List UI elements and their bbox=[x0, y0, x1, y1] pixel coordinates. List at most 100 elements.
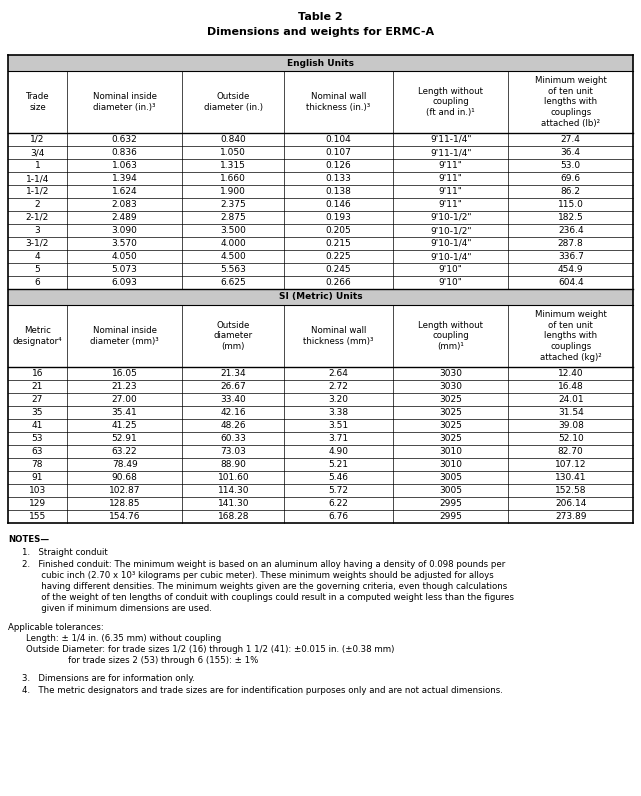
Text: 5.073: 5.073 bbox=[112, 265, 138, 274]
Text: 3.71: 3.71 bbox=[329, 434, 349, 443]
Text: Minimum weight
of ten unit
lengths with
couplings
attached (lb)²: Minimum weight of ten unit lengths with … bbox=[535, 76, 606, 128]
Text: 9'11": 9'11" bbox=[439, 200, 463, 209]
Text: 9'10-1/2": 9'10-1/2" bbox=[430, 213, 472, 222]
Text: 130.41: 130.41 bbox=[555, 473, 587, 482]
Text: 9'10": 9'10" bbox=[439, 278, 463, 287]
Text: 168.28: 168.28 bbox=[217, 512, 249, 521]
Text: 36.4: 36.4 bbox=[561, 148, 581, 157]
Text: 0.126: 0.126 bbox=[326, 161, 351, 170]
Text: 69.6: 69.6 bbox=[561, 174, 581, 183]
Text: 5.72: 5.72 bbox=[329, 486, 349, 495]
Text: 3005: 3005 bbox=[439, 486, 462, 495]
Text: 1.050: 1.050 bbox=[221, 148, 246, 157]
Text: 73.03: 73.03 bbox=[221, 447, 246, 456]
Text: 35: 35 bbox=[31, 408, 43, 417]
Text: 3.38: 3.38 bbox=[329, 408, 349, 417]
Text: 31.54: 31.54 bbox=[558, 408, 583, 417]
Text: 27.00: 27.00 bbox=[112, 395, 138, 404]
Text: 82.70: 82.70 bbox=[558, 447, 583, 456]
Text: 26.67: 26.67 bbox=[221, 382, 246, 391]
Text: Minimum weight
of ten unit
lengths with
couplings
attached (kg)²: Minimum weight of ten unit lengths with … bbox=[535, 310, 606, 362]
Text: 27.4: 27.4 bbox=[561, 135, 581, 144]
Text: 152.58: 152.58 bbox=[555, 486, 587, 495]
Text: 2.489: 2.489 bbox=[112, 213, 137, 222]
Text: 3.   Dimensions are for information only.: 3. Dimensions are for information only. bbox=[22, 674, 195, 683]
Text: 1.660: 1.660 bbox=[221, 174, 246, 183]
Text: 52.10: 52.10 bbox=[558, 434, 583, 443]
Text: 9'11": 9'11" bbox=[439, 174, 463, 183]
Text: 0.205: 0.205 bbox=[326, 226, 351, 235]
Text: Length without
coupling
(ft and in.)¹: Length without coupling (ft and in.)¹ bbox=[418, 87, 483, 117]
Text: 9'11": 9'11" bbox=[439, 161, 463, 170]
Text: 1: 1 bbox=[35, 161, 40, 170]
Text: 2-1/2: 2-1/2 bbox=[26, 213, 49, 222]
Text: 16: 16 bbox=[31, 369, 43, 378]
Text: 9'10-1/4": 9'10-1/4" bbox=[430, 239, 472, 248]
Text: 287.8: 287.8 bbox=[558, 239, 583, 248]
Text: 141.30: 141.30 bbox=[217, 499, 249, 508]
Text: 0.104: 0.104 bbox=[326, 135, 351, 144]
Text: 3010: 3010 bbox=[439, 460, 462, 469]
Text: 24.01: 24.01 bbox=[558, 395, 583, 404]
Bar bbox=[8, 55, 633, 523]
Text: Applicable tolerances:: Applicable tolerances: bbox=[8, 623, 104, 632]
Text: 1.900: 1.900 bbox=[221, 187, 246, 196]
Text: 4.90: 4.90 bbox=[329, 447, 349, 456]
Text: 33.40: 33.40 bbox=[221, 395, 246, 404]
Text: 42.16: 42.16 bbox=[221, 408, 246, 417]
Text: 0.245: 0.245 bbox=[326, 265, 351, 274]
Text: 16.48: 16.48 bbox=[558, 382, 583, 391]
Text: 2.083: 2.083 bbox=[112, 200, 138, 209]
Text: 16.05: 16.05 bbox=[112, 369, 138, 378]
Text: 336.7: 336.7 bbox=[558, 252, 584, 261]
Text: 48.26: 48.26 bbox=[221, 421, 246, 430]
Text: 2.64: 2.64 bbox=[329, 369, 349, 378]
Text: 41.25: 41.25 bbox=[112, 421, 137, 430]
Text: 27: 27 bbox=[32, 395, 43, 404]
Text: 12.40: 12.40 bbox=[558, 369, 583, 378]
Text: 53: 53 bbox=[31, 434, 43, 443]
Text: Outside Diameter: for trade sizes 1/2 (16) through 1 1/2 (41): ±0.015 in. (±0.38: Outside Diameter: for trade sizes 1/2 (1… bbox=[26, 645, 394, 654]
Text: 2.   Finished conduit: The minimum weight is based on an aluminum alloy having a: 2. Finished conduit: The minimum weight … bbox=[22, 560, 505, 569]
Text: 4.500: 4.500 bbox=[221, 252, 246, 261]
Text: 90.68: 90.68 bbox=[112, 473, 138, 482]
Text: 3005: 3005 bbox=[439, 473, 462, 482]
Text: 2.375: 2.375 bbox=[221, 200, 246, 209]
Text: 3025: 3025 bbox=[439, 408, 462, 417]
Text: 60.33: 60.33 bbox=[221, 434, 246, 443]
Text: having different densities. The minimum weights given are the governing criteria: having different densities. The minimum … bbox=[22, 582, 507, 591]
Text: 2.875: 2.875 bbox=[221, 213, 246, 222]
Text: 2995: 2995 bbox=[439, 499, 462, 508]
Text: 4.050: 4.050 bbox=[112, 252, 138, 261]
Text: 0.138: 0.138 bbox=[326, 187, 351, 196]
Text: 5.46: 5.46 bbox=[329, 473, 349, 482]
Text: 3010: 3010 bbox=[439, 447, 462, 456]
Text: 3/4: 3/4 bbox=[30, 148, 45, 157]
Text: 78.49: 78.49 bbox=[112, 460, 138, 469]
Text: 1.063: 1.063 bbox=[112, 161, 138, 170]
Text: 102.87: 102.87 bbox=[109, 486, 140, 495]
Text: 4.   The metric designators and trade sizes are for indentification purposes onl: 4. The metric designators and trade size… bbox=[22, 686, 503, 695]
Text: 2: 2 bbox=[35, 200, 40, 209]
Text: 0.840: 0.840 bbox=[221, 135, 246, 144]
Text: 86.2: 86.2 bbox=[561, 187, 581, 196]
Text: 0.146: 0.146 bbox=[326, 200, 351, 209]
Text: 107.12: 107.12 bbox=[555, 460, 587, 469]
Text: 236.4: 236.4 bbox=[558, 226, 583, 235]
Text: 2995: 2995 bbox=[439, 512, 462, 521]
Text: 5.21: 5.21 bbox=[329, 460, 349, 469]
Text: 2.72: 2.72 bbox=[329, 382, 349, 391]
Text: Length: ± 1/4 in. (6.35 mm) without coupling: Length: ± 1/4 in. (6.35 mm) without coup… bbox=[26, 634, 221, 643]
Text: 3.51: 3.51 bbox=[329, 421, 349, 430]
Text: 9'11-1/4": 9'11-1/4" bbox=[430, 135, 472, 144]
Text: SI (Metric) Units: SI (Metric) Units bbox=[279, 292, 362, 302]
Text: 21.23: 21.23 bbox=[112, 382, 137, 391]
Text: 128.85: 128.85 bbox=[109, 499, 140, 508]
Text: 3-1/2: 3-1/2 bbox=[26, 239, 49, 248]
Text: 0.193: 0.193 bbox=[326, 213, 351, 222]
Text: given if minimum dimensions are used.: given if minimum dimensions are used. bbox=[22, 604, 212, 613]
Text: 53.0: 53.0 bbox=[561, 161, 581, 170]
Text: NOTES—: NOTES— bbox=[8, 535, 49, 544]
Text: Nominal inside
diameter (mm)³: Nominal inside diameter (mm)³ bbox=[90, 326, 159, 346]
Text: 5: 5 bbox=[35, 265, 40, 274]
